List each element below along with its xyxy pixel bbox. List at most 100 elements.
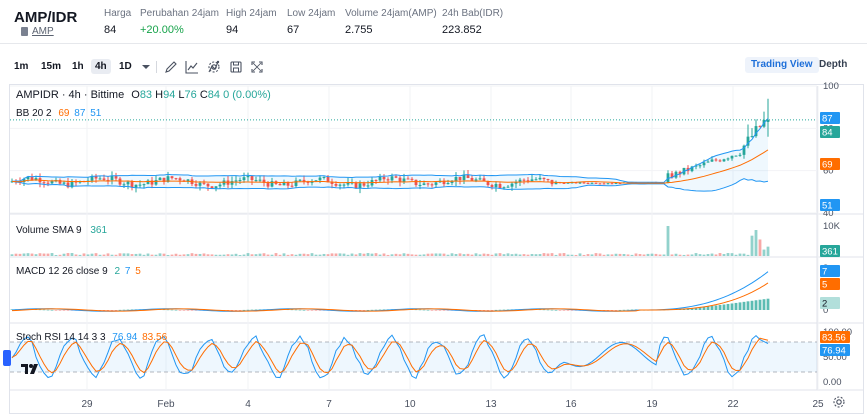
volume-bar <box>574 254 578 256</box>
stat-value: 94 <box>226 24 239 36</box>
candle-indicator-icon[interactable] <box>206 60 220 74</box>
candle-body <box>146 180 150 185</box>
price-badge <box>820 344 850 356</box>
volume-bar <box>426 253 430 256</box>
price-badge <box>820 331 850 343</box>
candle-body <box>722 159 726 162</box>
stoch-legend[interactable]: Stoch RSI 14 14 3 3 76.94 83.56 <box>16 332 167 343</box>
tf-1m[interactable]: 1m <box>14 61 29 72</box>
volume-bar <box>74 254 78 256</box>
candle-body <box>346 182 350 185</box>
candle-body <box>170 176 174 179</box>
volume-legend[interactable]: Volume SMA 9 361 <box>16 225 107 236</box>
candle-body <box>486 181 490 186</box>
candle-body <box>422 183 426 185</box>
macd-legend[interactable]: MACD 12 26 close 9 2 7 5 <box>16 266 141 277</box>
collapse-handle[interactable] <box>3 350 11 366</box>
macd-histogram-bar <box>506 309 510 311</box>
candle-body <box>98 178 102 180</box>
volume-bar <box>306 254 310 256</box>
candle-body <box>210 186 214 189</box>
candle-body <box>214 186 218 189</box>
macd-histogram-bar <box>442 310 446 311</box>
price-badge-hist: 2 <box>822 299 827 310</box>
macd-histogram-bar <box>366 309 370 311</box>
candle-body <box>506 186 510 188</box>
chevron-down-icon[interactable] <box>139 60 153 74</box>
macd-histogram-bar <box>558 310 562 311</box>
volume-bar <box>98 254 102 256</box>
fullscreen-icon[interactable] <box>250 60 264 74</box>
ohlc-h: 94 <box>163 89 176 101</box>
stat-change: Perubahan 24jam +20.00% <box>140 8 219 36</box>
candle-body <box>250 175 254 181</box>
price-tick-label: 60 <box>823 166 834 177</box>
volume-bar <box>726 253 730 256</box>
volume-bar <box>606 254 610 256</box>
candle-body <box>698 165 702 167</box>
tf-1h[interactable]: 1h <box>72 61 84 72</box>
macd-histogram-bar <box>182 310 186 311</box>
candle-body <box>114 176 118 179</box>
volume-bar <box>478 254 482 256</box>
volume-bar <box>690 254 694 256</box>
volume-bar <box>534 254 538 256</box>
save-icon[interactable] <box>229 60 243 74</box>
volume-bar <box>34 254 38 256</box>
bb-legend[interactable]: BB 20 2 69 87 51 <box>16 108 101 119</box>
bb-upper-value: 87 <box>74 108 86 119</box>
volume-bar <box>474 253 478 256</box>
trading-view-button[interactable]: Trading View <box>745 57 819 73</box>
ohlc-change: 0 (0.00%) <box>223 89 271 101</box>
price-badge-last: 84 <box>822 128 833 139</box>
candle-body <box>458 176 462 181</box>
chart-settings-gear-icon[interactable] <box>832 395 846 409</box>
macd-histogram-bar <box>690 307 694 310</box>
candle-body <box>474 179 478 181</box>
candle-body <box>118 178 122 185</box>
volume-bar <box>746 254 750 256</box>
price-badge <box>820 112 840 124</box>
macd-histogram-bar <box>110 310 114 311</box>
macd-histogram-bar <box>446 310 450 311</box>
volume-bar <box>270 254 274 256</box>
candle-body <box>46 182 50 184</box>
chart-grid <box>10 85 864 391</box>
depth-button[interactable]: Depth <box>819 59 848 70</box>
macd-histogram-bar <box>106 310 110 311</box>
macd-histogram-bar <box>306 310 310 311</box>
volume-bar <box>326 254 330 256</box>
volume-bar <box>30 253 34 256</box>
stat-value: 67 <box>287 24 300 36</box>
asset-link[interactable]: AMP <box>32 26 54 37</box>
macd-histogram-bar <box>226 310 230 311</box>
volume-bar <box>438 253 442 256</box>
chart-container[interactable] <box>9 84 864 414</box>
candle-body <box>690 166 694 172</box>
settings-gear-icon[interactable] <box>207 60 221 74</box>
candle-body <box>582 182 586 184</box>
tf-1d[interactable]: 1D <box>119 61 132 72</box>
macd-histogram-bar <box>66 310 70 311</box>
pencil-icon[interactable] <box>164 60 178 74</box>
candle-body <box>318 177 322 181</box>
candle-body <box>306 181 310 183</box>
volume-bar <box>194 253 198 256</box>
candle-body <box>70 181 74 188</box>
bollinger-lower-line <box>11 178 769 192</box>
volume-bar <box>646 253 650 256</box>
candle-body <box>570 182 574 184</box>
candle-body <box>386 179 390 181</box>
line-chart-icon[interactable] <box>185 60 199 74</box>
volume-bar <box>302 253 306 256</box>
tf-15m[interactable]: 15m <box>41 61 62 72</box>
tf-4h[interactable]: 4h <box>91 59 111 74</box>
stat-label: Perubahan 24jam <box>140 8 219 19</box>
volume-bar <box>342 253 346 256</box>
price-badge <box>820 278 840 290</box>
volume-bar <box>206 254 210 256</box>
candle-body <box>678 171 682 175</box>
candle-body <box>758 126 762 128</box>
candle-body <box>390 176 394 181</box>
